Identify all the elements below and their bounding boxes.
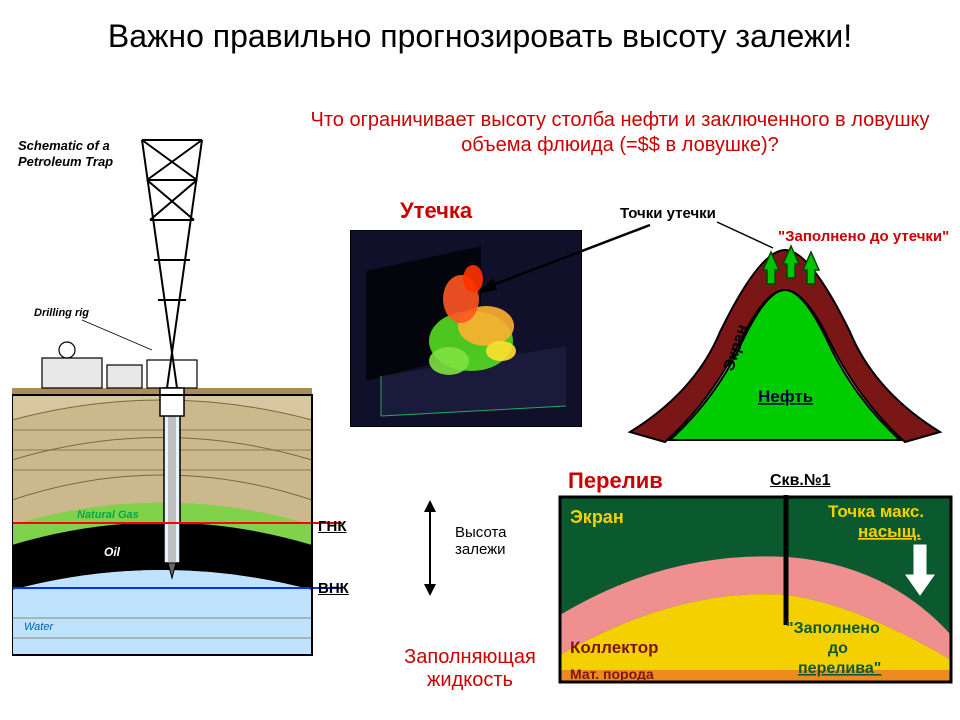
water-layer	[12, 570, 312, 655]
page-title: Важно правильно прогнозировать высоту за…	[0, 18, 960, 55]
max-sat-l1: Точка макс.	[828, 502, 924, 521]
drilling-rig-icon	[142, 140, 202, 388]
well-label: Скв.№1	[770, 472, 831, 490]
label-natural-gas: Natural Gas	[77, 509, 139, 521]
max-sat-l2: насыщ.	[858, 522, 921, 541]
gnk-label: ГНК	[318, 518, 347, 535]
vnk-label: ВНК	[318, 580, 349, 597]
leak-arrows-icon	[763, 246, 819, 284]
leak-section-label: Утечка	[400, 198, 472, 224]
height-label-l2: залежи	[455, 541, 506, 558]
height-arrow-icon	[410, 498, 450, 598]
overflow-section-label: Перелив	[568, 468, 663, 494]
reservoir-label: Коллектор	[570, 638, 659, 657]
label-water: Water	[24, 621, 54, 633]
oil-label: Нефть	[758, 387, 813, 406]
drilling-rig-label: Drilling rig	[34, 307, 89, 319]
leak-diagram: Экран Нефть	[625, 242, 945, 452]
height-label-l1: Высота	[455, 524, 507, 541]
overflow-diagram: Экран Точка макс. насыщ. Коллектор "Запо…	[558, 495, 953, 700]
slide: { "title": "Важно правильно прогнозирова…	[0, 0, 960, 720]
schematic-svg: Natural Gas Oil Water Schematic of a Pet…	[12, 120, 352, 680]
schematic-caption-1: Schematic of a	[18, 138, 110, 153]
subtitle: Что ограничивает высоту столба нефти и з…	[300, 108, 940, 158]
label-oil: Oil	[104, 545, 121, 559]
filled-l1: "Заполнено	[786, 620, 880, 637]
schematic-caption-2: Petroleum Trap	[18, 154, 113, 169]
bottom-label: Заполняющая жидкость	[385, 646, 555, 692]
filled-l2: до	[828, 640, 848, 657]
wellbore-icon	[160, 388, 184, 578]
filled-l3: перелива"	[798, 660, 881, 677]
overflow-seal-label: Экран	[570, 507, 624, 527]
schematic-petroleum-trap: Natural Gas Oil Water Schematic of a Pet…	[12, 120, 352, 680]
height-label: Высота залежи	[455, 524, 507, 558]
basement-label: Мат. порода	[570, 666, 654, 682]
